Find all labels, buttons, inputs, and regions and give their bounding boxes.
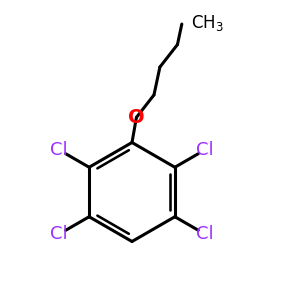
Text: Cl: Cl <box>196 225 214 243</box>
Text: CH$_3$: CH$_3$ <box>191 13 224 33</box>
Text: O: O <box>128 108 145 127</box>
Text: Cl: Cl <box>196 141 214 159</box>
Text: Cl: Cl <box>50 141 68 159</box>
Text: Cl: Cl <box>50 225 68 243</box>
